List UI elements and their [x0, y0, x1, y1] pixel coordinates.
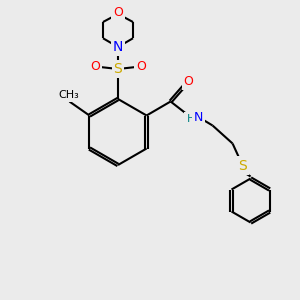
Text: H: H	[186, 115, 195, 124]
Text: O: O	[136, 61, 146, 74]
Text: CH₃: CH₃	[58, 89, 79, 100]
Text: O: O	[113, 7, 123, 20]
Text: O: O	[184, 75, 194, 88]
Text: N: N	[194, 111, 203, 124]
Text: N: N	[113, 40, 123, 54]
Text: N: N	[113, 40, 123, 54]
Text: S: S	[238, 158, 247, 172]
Text: O: O	[90, 61, 100, 74]
Text: S: S	[114, 62, 122, 76]
